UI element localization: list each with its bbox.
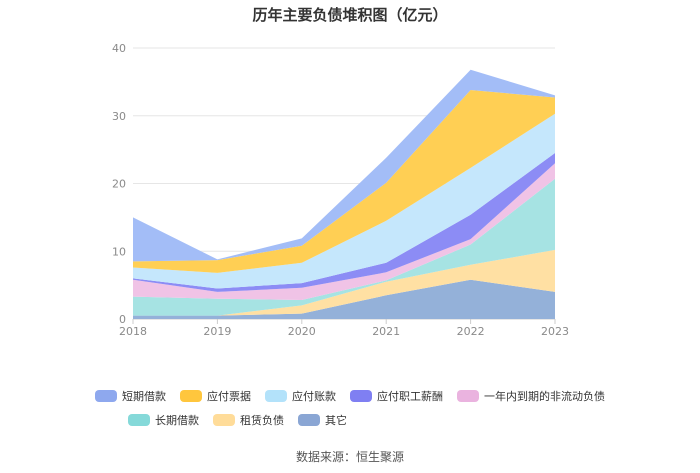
legend-item-notes-payable[interactable]: 应付票据 bbox=[180, 388, 251, 404]
legend-item-long-term-loans[interactable]: 长期借款 bbox=[128, 412, 199, 428]
legend-item-other[interactable]: 其它 bbox=[298, 412, 347, 428]
area-layer: 其它租赁负债长期借款一年内到期的非流动负债应付职工薪酬应付账款应付票据短期借款 bbox=[133, 69, 555, 319]
legend-label: 租赁负债 bbox=[240, 414, 284, 427]
stacked-area-chart: 其它租赁负债长期借款一年内到期的非流动负债应付职工薪酬应付账款应付票据短期借款 … bbox=[112, 42, 569, 338]
legend-label: 应付账款 bbox=[292, 390, 336, 403]
x-tick-label: 2020 bbox=[288, 325, 316, 338]
x-tick-label: 2023 bbox=[541, 325, 569, 338]
x-tick-label: 2018 bbox=[119, 325, 147, 338]
area-series-1[interactable]: 租赁负债 bbox=[133, 249, 555, 316]
y-tick-label: 10 bbox=[112, 245, 126, 258]
legend-swatch bbox=[128, 414, 150, 426]
legend-item-accounts-payable[interactable]: 应付账款 bbox=[265, 388, 336, 404]
legend-swatch bbox=[180, 390, 202, 402]
legend-label: 一年内到期的非流动负债 bbox=[484, 390, 605, 403]
legend-swatch bbox=[298, 414, 320, 426]
area-series-6[interactable]: 应付票据 bbox=[133, 90, 555, 273]
y-tick-label: 30 bbox=[112, 110, 126, 123]
legend-swatch bbox=[350, 390, 372, 402]
x-tick-label: 2022 bbox=[457, 325, 485, 338]
y-tick-label: 40 bbox=[112, 42, 126, 55]
legend-swatch bbox=[457, 390, 479, 402]
area-series-3[interactable]: 一年内到期的非流动负债 bbox=[133, 163, 555, 300]
legend: 短期借款 应付票据 应付账款 应付职工薪酬 一年内到期的非流动负债 长期借款 租… bbox=[0, 388, 700, 436]
y-tick-label: 0 bbox=[119, 313, 126, 326]
legend-label: 长期借款 bbox=[155, 414, 199, 427]
legend-swatch bbox=[213, 414, 235, 426]
legend-label: 应付票据 bbox=[207, 390, 251, 403]
area-series-5[interactable]: 应付账款 bbox=[133, 113, 555, 289]
legend-item-lease-liabilities[interactable]: 租赁负债 bbox=[213, 412, 284, 428]
legend-item-employee-pay[interactable]: 应付职工薪酬 bbox=[350, 388, 443, 404]
area-series-2[interactable]: 长期借款 bbox=[133, 178, 555, 316]
data-source: 数据来源：恒生聚源 bbox=[295, 450, 404, 464]
legend-row-1: 短期借款 应付票据 应付账款 应付职工薪酬 一年内到期的非流动负债 bbox=[0, 388, 700, 404]
legend-label: 短期借款 bbox=[122, 390, 166, 403]
area-series-0[interactable]: 其它 bbox=[133, 279, 555, 319]
legend-item-current-noncurrent-liab[interactable]: 一年内到期的非流动负债 bbox=[457, 388, 605, 404]
legend-swatch bbox=[265, 390, 287, 402]
legend-row-2: 长期借款 租赁负债 其它 bbox=[0, 412, 700, 428]
area-series-7[interactable]: 短期借款 bbox=[133, 69, 555, 262]
x-tick-label: 2019 bbox=[203, 325, 231, 338]
x-tick-label: 2021 bbox=[372, 325, 400, 338]
axis-layer: 0 10 20 30 40 2018 2019 2020 2021 2022 2023 bbox=[112, 42, 569, 338]
legend-label: 其它 bbox=[325, 414, 347, 427]
legend-label: 应付职工薪酬 bbox=[377, 390, 443, 403]
legend-item-short-term-loans[interactable]: 短期借款 bbox=[95, 388, 166, 404]
y-tick-label: 20 bbox=[112, 178, 126, 191]
legend-swatch bbox=[95, 390, 117, 402]
chart-title: 历年主要负债堆积图（亿元） bbox=[252, 6, 448, 24]
area-series-4[interactable]: 应付职工薪酬 bbox=[133, 153, 555, 292]
